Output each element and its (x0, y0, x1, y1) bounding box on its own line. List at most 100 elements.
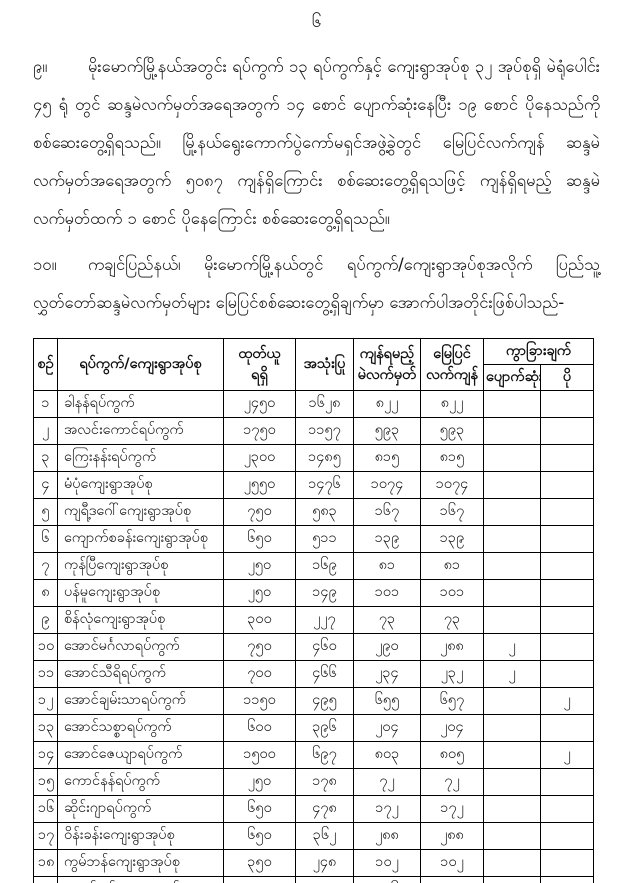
cell-lost (483, 417, 541, 445)
cell-ground-balance: ၈၂၂ (420, 390, 484, 418)
header-ward-village: ရပ်ကွက်/ကျေးရွာအုပ်စု (57, 338, 224, 391)
cell-used: ၄၆၆ (295, 660, 354, 688)
cell-ward: အောင်မင်္ဂလာရပ်ကွက် (57, 633, 224, 661)
table-row: ၆ကျောက်စခန်းကျေးရွာအုပ်စု ၆၅၀ ၅၁၁ ၁၃၉ ၁၃၉ (33, 525, 594, 553)
cell-used: ၅၈၃ (295, 498, 354, 526)
paragraph-10-text: ကချင်ပြည်နယ်၊ မိုးမောက်မြို့နယ်တွင် ရပ်က… (33, 255, 600, 312)
cell-used: ၄၆၀ (295, 633, 354, 661)
cell-issued: ၆၅၀ (223, 822, 296, 850)
cell-lost (483, 606, 541, 634)
table-row: ၁၉ကျခန်းဒပ်ကျေးရွာအုပ်စု၅၅၀၄၂၄၁၂၆၁၂၅၁ (33, 876, 594, 883)
header-required-line1: ကျန်ရမည့် (359, 345, 415, 362)
table-row: ၁၄ အောင်ဇေယျာရပ်ကွက် ၁၅၀၀ ၆၉၇ ၈၀၃ ၈၀၅ ၂ (33, 741, 594, 769)
cell-ground-balance: ၂၀၄ (420, 714, 484, 742)
cell-sn: ၁၇ (33, 822, 58, 850)
cell-ground-balance: ၇၃ (420, 606, 484, 634)
cell-used: ၁၄၈၅ (295, 444, 354, 472)
cell-issued: ၃၀၀ (223, 606, 296, 634)
table-row: ၁၆ ဆိုင်းဂျာရပ်ကွက် ၆၅၀ ၄၇၈ ၁၇၂ ၁၇၂ (33, 795, 594, 823)
cell-used: ၁၄၇၆ (295, 471, 354, 499)
cell-issued: ၁၅၀၀ (223, 741, 296, 769)
table-row: ၁၂ အောင်ချမ်းသာရပ်ကွက် ၁၁၅၀ ၄၉၅ ၆၅၅ ၆၅၇ ၂ (33, 687, 594, 715)
cell-ward: ကုန်ပြီကျေးရွာအုပ်စု (57, 552, 224, 580)
cell-lost (483, 471, 541, 499)
cell-ward: ဝိန်းခန်းကျေးရွာအုပ်စု (57, 822, 224, 850)
table-row: ၁၇ ဝိန်းခန်းကျေးရွာအုပ်စု ၆၅၀ ၃၆၂ ၂၈၈ ၂၈၈ (33, 822, 594, 850)
cell-required-balance: ၈၁၅ (353, 444, 421, 472)
cell-required-balance: ၂၉၀ (353, 633, 421, 661)
cell-required-balance: ၇၂ (353, 768, 421, 796)
cell-ground-balance: ၇၂ (420, 768, 484, 796)
cell-extra (540, 552, 594, 580)
cell-ward: အောင်သီရိရပ်ကွက် (57, 660, 224, 688)
cell-issued: ၂၄၅၀ (223, 390, 296, 418)
cell-lost (483, 849, 541, 877)
cell-ward: ကျခန်းဒပ်ကျေးရွာအုပ်စု (57, 876, 224, 883)
cell-sn: ၈ (33, 579, 58, 607)
cell-used: ၂၂၇ (295, 606, 354, 634)
cell-issued: ၂၅၀ (223, 552, 296, 580)
cell-sn: ၅ (33, 498, 58, 526)
cell-ward: စိန်လုံကျေးရွာအုပ်စု (57, 606, 224, 634)
cell-extra: ၂ (540, 741, 594, 769)
cell-ground-balance: ၂၃၂ (420, 660, 484, 688)
cell-extra (540, 876, 594, 883)
cell-issued: ၅၅၀ (223, 876, 296, 883)
cell-sn: ၆ (33, 525, 58, 553)
cell-sn: ၃ (33, 444, 58, 472)
cell-sn: ၇ (33, 552, 58, 580)
paragraph-9-text: မိုးမောက်မြို့နယ်အတွင်း ရပ်ကွက် ၁၃ ရပ်ကွ… (33, 57, 600, 228)
cell-ground-balance: ၈၁၅ (420, 444, 484, 472)
cell-required-balance: ၁၆၇ (353, 498, 421, 526)
header-issued-line1: ထုတ်ယူ (238, 345, 281, 362)
table-row: ၃ကြေးနန်းရပ်ကွက် ၂၃၀၀ ၁၄၈၅ ၈၁၅ ၈၁၅ (33, 444, 594, 472)
cell-sn: ၉ (33, 606, 58, 634)
cell-ward: ပန်မူကျေးရွာအုပ်စု (57, 579, 224, 607)
cell-ward: ကောင်နန်ရပ်ကွက် (57, 768, 224, 796)
cell-used: ၁၁၅၇ (295, 417, 354, 445)
cell-ground-balance: ၁၂၅ (420, 876, 484, 883)
cell-required-balance: ၂၈၈ (353, 822, 421, 850)
cell-issued: ၇၅၀ (223, 498, 296, 526)
cell-extra (540, 606, 594, 634)
cell-sn: ၁၁ (33, 660, 58, 688)
cell-ground-balance: ၁၆၇ (420, 498, 484, 526)
cell-issued: ၆၅၀ (223, 525, 296, 553)
table-body: ၁ခါနန်ရပ်ကွက် ၂၄၅၀ ၁၆၂၈ ၈၂၂ ၈၂၂၂အလင်းကောင်ရပ… (33, 390, 594, 883)
cell-ground-balance: ၂၈၈ (420, 822, 484, 850)
cell-required-balance: ၈၂၂ (353, 390, 421, 418)
cell-ward: ကျောက်စခန်းကျေးရွာအုပ်စု (57, 525, 224, 553)
cell-sn: ၄ (33, 471, 58, 499)
header-required-line2: မဲလက်မှတ် (357, 366, 417, 383)
cell-used: ၃၆၂ (295, 822, 354, 850)
header-issued-line2: ရရှိ (251, 366, 268, 383)
table-header: စဉ် ရပ်ကွက်/ကျေးရွာအုပ်စု ထုတ်ယူ ရရှိ အသ… (33, 338, 594, 391)
cell-ward: မံပုံကျေးရွာအုပ်စု (57, 471, 224, 499)
cell-issued: ၇၅၀ (223, 633, 296, 661)
cell-lost (483, 795, 541, 823)
cell-used: ၁၄၉ (295, 579, 354, 607)
cell-ground-balance: ၈၁ (420, 552, 484, 580)
cell-extra (540, 768, 594, 796)
cell-used: ၄၇၈ (295, 795, 354, 823)
paragraph-10-number: ၁၀။ (33, 255, 57, 274)
cell-lost (483, 444, 541, 472)
cell-ward: အောင်သစ္စာရပ်ကွက် (57, 714, 224, 742)
header-serial-number: စဉ် (33, 338, 58, 391)
cell-sn: ၁၈ (33, 849, 58, 877)
ballot-check-table: စဉ် ရပ်ကွက်/ကျေးရွာအုပ်စု ထုတ်ယူ ရရှိ အသ… (33, 338, 594, 883)
paragraph-9: ၉။ မိုးမောက်မြို့နယ်အတွင်း ရပ်ကွက် ၁၃ ရပ်… (33, 48, 600, 238)
cell-extra (540, 660, 594, 688)
cell-lost (483, 552, 541, 580)
cell-issued: ၃၅၀ (223, 849, 296, 877)
table-header-row-2: ပျောက်ဆုံး ပို (34, 364, 594, 391)
header-extra: ပို (540, 364, 594, 391)
cell-sn: ၁၅ (33, 768, 58, 796)
cell-ground-balance: ၁၇၂ (420, 795, 484, 823)
cell-extra (540, 633, 594, 661)
cell-sn: ၁၆ (33, 795, 58, 823)
cell-used: ၂၄၈ (295, 849, 354, 877)
cell-sn: ၁၉ (33, 876, 58, 883)
cell-required-balance: ၁၀၇၄ (353, 471, 421, 499)
